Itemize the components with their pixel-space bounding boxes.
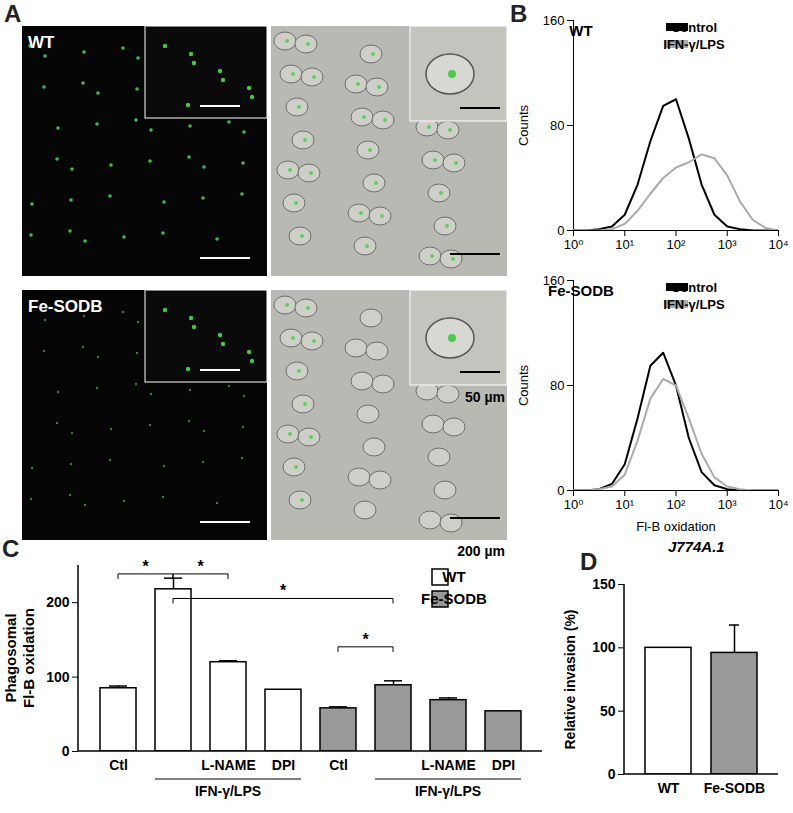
- svg-text:Fe-SODB: Fe-SODB: [421, 590, 487, 607]
- svg-text:*: *: [362, 631, 369, 648]
- svg-text:WT: WT: [28, 33, 55, 52]
- svg-text:WT: WT: [442, 568, 465, 585]
- svg-text:Fl-B oxidation: Fl-B oxidation: [636, 519, 715, 534]
- svg-text:100: 100: [592, 639, 616, 655]
- svg-text:0: 0: [557, 483, 564, 498]
- svg-text:10²: 10²: [667, 497, 686, 512]
- svg-text:160: 160: [543, 13, 565, 28]
- svg-text:Fe-SODB: Fe-SODB: [548, 282, 614, 299]
- html-text:A: A: [4, 0, 22, 27]
- svg-text:10³: 10³: [718, 237, 737, 252]
- svg-text:10⁰: 10⁰: [564, 237, 584, 252]
- svg-text:Control: Control: [671, 280, 717, 295]
- svg-text:Counts: Counts: [516, 364, 531, 406]
- svg-text:DPI: DPI: [492, 757, 515, 773]
- svg-text:IFN-γ/LPS: IFN-γ/LPS: [663, 37, 725, 52]
- svg-text:Ctl: Ctl: [329, 757, 348, 773]
- svg-text:L-NAME: L-NAME: [421, 757, 475, 773]
- svg-text:10⁰: 10⁰: [564, 497, 584, 512]
- svg-text:0: 0: [62, 743, 70, 759]
- svg-text:IFN-γ/LPS: IFN-γ/LPS: [415, 783, 481, 799]
- svg-text:10⁴: 10⁴: [768, 497, 788, 512]
- svg-text:200 µm: 200 µm: [457, 543, 505, 559]
- svg-text:Counts: Counts: [516, 104, 531, 146]
- svg-text:Control: Control: [671, 20, 717, 35]
- svg-text:50: 50: [600, 703, 616, 719]
- svg-text:160: 160: [542, 272, 565, 288]
- svg-text:150: 150: [592, 576, 616, 592]
- svg-text:80: 80: [550, 378, 564, 393]
- svg-text:10³: 10³: [718, 497, 737, 512]
- svg-text:Relative invasion (%): Relative invasion (%): [562, 609, 578, 749]
- svg-text:DPI: DPI: [272, 757, 295, 773]
- svg-text:Phagosomal: Phagosomal: [2, 613, 19, 702]
- svg-text:10¹: 10¹: [615, 237, 634, 252]
- html-text:D: D: [580, 548, 598, 575]
- html-text:J774A.1: J774A.1: [668, 538, 725, 555]
- svg-text:10¹: 10¹: [615, 497, 634, 512]
- svg-text:Fl-B oxidation: Fl-B oxidation: [20, 608, 37, 708]
- svg-text:L-NAME: L-NAME: [201, 757, 255, 773]
- svg-text:IFN-γ/LPS: IFN-γ/LPS: [195, 783, 261, 799]
- svg-text:WT: WT: [569, 22, 592, 39]
- svg-text:*: *: [280, 582, 287, 599]
- svg-text:Fe-SODB: Fe-SODB: [28, 297, 103, 316]
- svg-text:IFN-γ/LPS: IFN-γ/LPS: [663, 297, 725, 312]
- svg-text:0: 0: [557, 223, 564, 238]
- svg-text:100: 100: [46, 669, 70, 685]
- svg-text:10⁴: 10⁴: [768, 237, 788, 252]
- svg-text:Fe-SODB: Fe-SODB: [704, 780, 765, 796]
- svg-text:*: *: [142, 558, 149, 575]
- svg-text:0: 0: [608, 766, 616, 782]
- html-text:C: C: [2, 535, 20, 562]
- svg-text:10²: 10²: [667, 237, 686, 252]
- svg-text:80: 80: [550, 118, 564, 133]
- svg-text:WT: WT: [658, 780, 680, 796]
- svg-text:200: 200: [46, 594, 70, 610]
- svg-text:Ctl: Ctl: [109, 757, 128, 773]
- html-text:B: B: [510, 0, 528, 27]
- svg-text:50 µm: 50 µm: [465, 389, 505, 405]
- svg-text:*: *: [197, 558, 204, 575]
